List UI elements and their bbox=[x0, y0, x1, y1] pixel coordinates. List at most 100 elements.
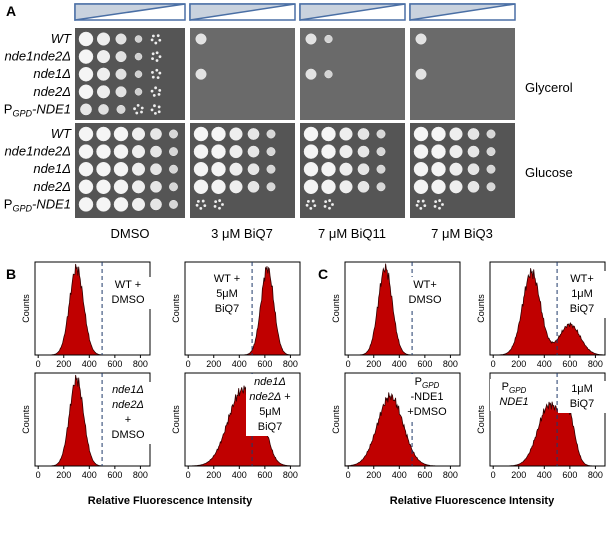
annotation: -NDE1 bbox=[410, 391, 443, 403]
annotation: WT + bbox=[214, 273, 240, 285]
colony-dot bbox=[331, 203, 334, 206]
colony-spot bbox=[431, 179, 446, 195]
colony-dot bbox=[221, 203, 224, 206]
x-tick-label: 800 bbox=[443, 470, 458, 480]
x-tick-label: 200 bbox=[56, 359, 71, 369]
annotation-bg bbox=[403, 374, 451, 421]
annotation-part: 1μM bbox=[571, 288, 593, 300]
colony-spot bbox=[193, 126, 209, 142]
plate bbox=[75, 123, 185, 218]
colony-dot bbox=[157, 105, 161, 109]
x-tick-label: 800 bbox=[443, 359, 458, 369]
colony-spot bbox=[376, 164, 386, 174]
plate bbox=[190, 28, 295, 120]
colony-spot bbox=[211, 126, 226, 142]
colony-dot bbox=[155, 59, 159, 62]
annotation: 1μM bbox=[571, 288, 593, 300]
colony-spot bbox=[321, 161, 336, 177]
colony-spot bbox=[321, 144, 336, 159]
colony-dot bbox=[155, 51, 159, 55]
colony-spot bbox=[357, 163, 370, 176]
colony-dot bbox=[433, 205, 437, 208]
colony-spot bbox=[376, 147, 386, 157]
condition-label: 3 μM BiQ7 bbox=[211, 226, 273, 241]
condition-label: DMSO bbox=[111, 226, 150, 241]
colony-spot bbox=[376, 182, 386, 192]
colony-spot bbox=[266, 129, 276, 139]
colony-dot bbox=[154, 111, 157, 115]
colony-spot bbox=[229, 162, 243, 176]
strain-label: nde2Δ bbox=[33, 84, 71, 99]
x-axis-label: Relative Fluorescence Intensity bbox=[390, 495, 555, 507]
panel-label: C bbox=[318, 266, 328, 282]
colony-dot bbox=[423, 204, 427, 208]
colony-spot bbox=[96, 179, 111, 195]
colony-spot bbox=[229, 127, 243, 141]
colony-spot bbox=[247, 145, 260, 158]
x-tick-label: 0 bbox=[186, 470, 191, 480]
colony-spot bbox=[96, 50, 111, 64]
condition-label: 7 μM BiQ3 bbox=[431, 226, 493, 241]
annotation-part: BiQ7 bbox=[258, 421, 282, 433]
colony-dot bbox=[158, 55, 162, 59]
colony-dot bbox=[155, 68, 159, 72]
colony-spot bbox=[247, 163, 260, 176]
colony-spot bbox=[115, 33, 127, 45]
colony-spot bbox=[193, 144, 209, 159]
annotation-part: BiQ7 bbox=[215, 303, 239, 315]
histogram-area bbox=[490, 268, 606, 356]
x-tick-label: 600 bbox=[257, 470, 272, 480]
colony-dot bbox=[203, 204, 207, 208]
colony-spot bbox=[324, 70, 333, 79]
colony-spot bbox=[169, 182, 178, 192]
plate bbox=[300, 28, 405, 120]
annotation-part: DMSO bbox=[409, 294, 442, 306]
strain-label: WT bbox=[51, 126, 72, 141]
colony-spot bbox=[467, 145, 480, 158]
annotation-part: DMSO bbox=[112, 429, 145, 441]
annotation-bg bbox=[401, 277, 449, 309]
strain-part: P bbox=[4, 196, 13, 211]
strain-label: nde1nde2Δ bbox=[4, 49, 71, 64]
colony-dot bbox=[323, 205, 327, 208]
condition-label: 7 μM BiQ11 bbox=[318, 226, 386, 241]
colony-spot bbox=[321, 179, 336, 195]
strain-label: nde2Δ bbox=[33, 179, 71, 194]
colony-spot bbox=[431, 144, 446, 159]
annotation: WT+ bbox=[570, 273, 594, 285]
colony-dot bbox=[151, 34, 155, 38]
annotation: BiQ7 bbox=[570, 303, 594, 315]
annotation-part: 5μM bbox=[216, 288, 238, 300]
colony-dot bbox=[156, 76, 160, 80]
colony-spot bbox=[413, 179, 429, 195]
colony-spot bbox=[357, 180, 370, 193]
plot-frame bbox=[344, 261, 461, 356]
annotation-part: + bbox=[125, 414, 131, 426]
colony-spot bbox=[78, 49, 94, 64]
annotation-part: P bbox=[502, 381, 509, 393]
x-tick-label: 400 bbox=[232, 470, 247, 480]
colony-spot bbox=[413, 144, 429, 159]
annotation-part: 5μM bbox=[259, 406, 281, 418]
x-tick-label: 800 bbox=[283, 470, 298, 480]
colony-spot bbox=[150, 180, 162, 193]
x-tick-label: 800 bbox=[133, 470, 148, 480]
annotation-part: WT + bbox=[115, 279, 141, 291]
annotation: nde2Δ bbox=[112, 399, 144, 411]
colony-spot bbox=[131, 162, 146, 176]
annotation-part: -NDE1 bbox=[410, 391, 443, 403]
x-tick-label: 600 bbox=[107, 470, 122, 480]
x-tick-label: 200 bbox=[366, 470, 381, 480]
x-tick-label: 0 bbox=[36, 359, 41, 369]
x-tick-label: 600 bbox=[417, 470, 432, 480]
annotation: + bbox=[125, 414, 131, 426]
annotation-bg bbox=[558, 381, 606, 413]
colony-spot bbox=[134, 70, 143, 78]
colony-spot bbox=[195, 33, 207, 45]
x-tick-label: 200 bbox=[206, 470, 221, 480]
colony-spot bbox=[467, 128, 480, 140]
annotation: 1μM bbox=[571, 383, 593, 395]
plot-frame bbox=[184, 372, 301, 467]
colony-spot bbox=[321, 126, 336, 142]
x-tick-label: 200 bbox=[56, 470, 71, 480]
